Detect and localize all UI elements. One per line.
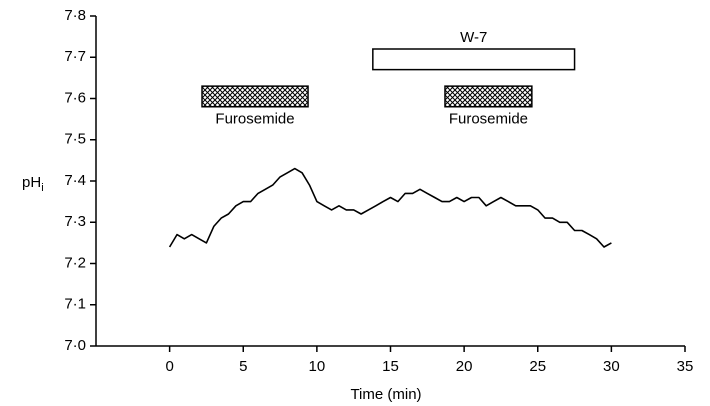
y-label-sub: i — [41, 182, 43, 194]
x-tick-label: 20 — [456, 358, 473, 375]
y-tick-label: 7·8 — [64, 7, 86, 24]
y-tick-label: 7·2 — [64, 254, 86, 271]
treatment-bar — [201, 85, 309, 108]
y-tick-label: 7·4 — [64, 172, 86, 189]
x-tick-label: 0 — [165, 358, 173, 375]
y-tick-label: 7·7 — [64, 48, 86, 65]
y-label-main: pH — [22, 174, 41, 191]
treatment-bar — [444, 85, 533, 108]
treatment-label: Furosemide — [215, 111, 294, 128]
y-tick-label: 7·6 — [64, 89, 86, 106]
line-series — [168, 167, 612, 248]
x-tick-label: 15 — [382, 358, 399, 375]
y-tick-label: 7·3 — [64, 213, 86, 230]
y-axis-label: pHi — [22, 174, 44, 194]
x-tick-label: 10 — [309, 358, 326, 375]
y-tick-label: 7·0 — [64, 337, 86, 354]
x-tick-label: 25 — [529, 358, 546, 375]
treatment-label: W-7 — [460, 29, 487, 46]
y-tick-label: 7·1 — [64, 296, 86, 313]
x-tick-label: 5 — [239, 358, 247, 375]
x-tick-label: 35 — [677, 358, 694, 375]
treatment-bar — [372, 48, 576, 71]
treatment-label: Furosemide — [449, 111, 528, 128]
x-tick-label: 30 — [603, 358, 620, 375]
y-tick-label: 7·5 — [64, 131, 86, 148]
x-axis-label: Time (min) — [350, 386, 421, 403]
